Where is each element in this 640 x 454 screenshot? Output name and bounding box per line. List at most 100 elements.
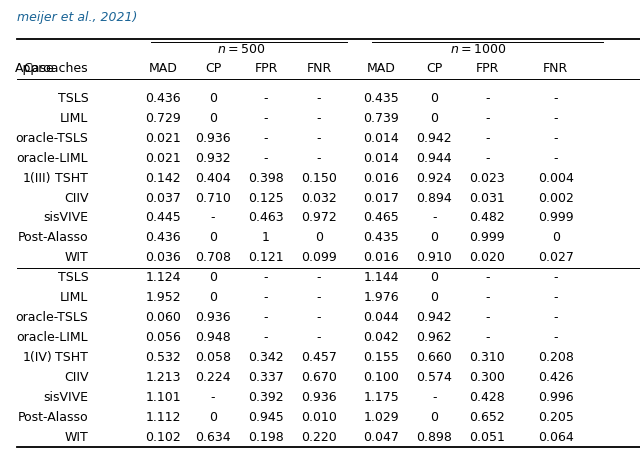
Text: 0.898: 0.898 bbox=[417, 431, 452, 444]
Text: 0.044: 0.044 bbox=[364, 311, 399, 324]
Text: 0.942: 0.942 bbox=[417, 132, 452, 145]
Text: 0.014: 0.014 bbox=[364, 152, 399, 165]
Text: -: - bbox=[554, 311, 558, 324]
Text: 0.944: 0.944 bbox=[417, 152, 452, 165]
Text: 0.016: 0.016 bbox=[364, 172, 399, 185]
Text: 1: 1 bbox=[262, 232, 270, 244]
Text: -: - bbox=[264, 92, 268, 105]
Text: 0.010: 0.010 bbox=[301, 411, 337, 424]
Text: 0.465: 0.465 bbox=[364, 212, 399, 224]
Text: 0: 0 bbox=[552, 232, 560, 244]
Text: -: - bbox=[485, 92, 490, 105]
Text: -: - bbox=[485, 271, 490, 284]
Text: LIML: LIML bbox=[60, 291, 88, 304]
Text: 0: 0 bbox=[430, 232, 438, 244]
Text: -: - bbox=[317, 291, 321, 304]
Text: 0.100: 0.100 bbox=[364, 371, 399, 384]
Text: 0.634: 0.634 bbox=[195, 431, 231, 444]
Text: $n=500$: $n=500$ bbox=[217, 43, 265, 56]
Text: 0.099: 0.099 bbox=[301, 252, 337, 264]
Text: 0: 0 bbox=[430, 291, 438, 304]
Text: 1.213: 1.213 bbox=[145, 371, 181, 384]
Text: -: - bbox=[317, 132, 321, 145]
Text: -: - bbox=[317, 311, 321, 324]
Text: 0.392: 0.392 bbox=[248, 391, 284, 404]
Text: Post-Alasso: Post-Alasso bbox=[18, 232, 88, 244]
Text: oracle-LIML: oracle-LIML bbox=[17, 331, 88, 344]
Text: 0.208: 0.208 bbox=[538, 351, 574, 364]
Text: oracle-TSLS: oracle-TSLS bbox=[15, 311, 88, 324]
Text: 0.064: 0.064 bbox=[538, 431, 573, 444]
Text: 1.124: 1.124 bbox=[145, 271, 181, 284]
Text: 0.932: 0.932 bbox=[195, 152, 231, 165]
Text: 1.976: 1.976 bbox=[364, 291, 399, 304]
Text: sisVIVE: sisVIVE bbox=[44, 212, 88, 224]
Text: 0.337: 0.337 bbox=[248, 371, 284, 384]
Text: oracle-TSLS: oracle-TSLS bbox=[15, 132, 88, 145]
Text: 0.016: 0.016 bbox=[364, 252, 399, 264]
Text: 0.436: 0.436 bbox=[145, 232, 181, 244]
Text: -: - bbox=[485, 291, 490, 304]
Text: TSHT: TSHT bbox=[56, 172, 88, 185]
Text: -: - bbox=[264, 291, 268, 304]
Text: 0.023: 0.023 bbox=[469, 172, 505, 185]
Text: 0.398: 0.398 bbox=[248, 172, 284, 185]
Text: 0.058: 0.058 bbox=[195, 351, 231, 364]
Text: 0.999: 0.999 bbox=[470, 232, 505, 244]
Text: -: - bbox=[317, 331, 321, 344]
Text: -: - bbox=[485, 152, 490, 165]
Text: oracle-LIML: oracle-LIML bbox=[17, 152, 88, 165]
Text: WIT: WIT bbox=[65, 252, 88, 264]
Text: 0.936: 0.936 bbox=[195, 132, 231, 145]
Text: 0.155: 0.155 bbox=[364, 351, 399, 364]
Text: -: - bbox=[554, 271, 558, 284]
Text: FPR: FPR bbox=[254, 62, 278, 75]
Text: 0.457: 0.457 bbox=[301, 351, 337, 364]
Text: WIT: WIT bbox=[65, 431, 88, 444]
Text: LIML: LIML bbox=[60, 112, 88, 125]
Text: 0: 0 bbox=[209, 291, 217, 304]
Text: 0.428: 0.428 bbox=[469, 391, 505, 404]
Text: -: - bbox=[485, 132, 490, 145]
Text: 1(III): 1(III) bbox=[23, 172, 51, 185]
Text: MAD: MAD bbox=[367, 62, 396, 75]
Text: -: - bbox=[554, 132, 558, 145]
Text: 0.670: 0.670 bbox=[301, 371, 337, 384]
Text: 0.463: 0.463 bbox=[248, 212, 284, 224]
Text: 0.027: 0.027 bbox=[538, 252, 574, 264]
Text: 0.037: 0.037 bbox=[145, 192, 181, 205]
Text: 0.020: 0.020 bbox=[469, 252, 505, 264]
Text: 0: 0 bbox=[209, 271, 217, 284]
Text: 0.300: 0.300 bbox=[469, 371, 505, 384]
Text: 0.435: 0.435 bbox=[364, 92, 399, 105]
Text: 0: 0 bbox=[430, 271, 438, 284]
Text: 0.042: 0.042 bbox=[364, 331, 399, 344]
Text: 0.047: 0.047 bbox=[364, 431, 399, 444]
Text: Approaches: Approaches bbox=[15, 62, 88, 75]
Text: 0.426: 0.426 bbox=[538, 371, 573, 384]
Text: -: - bbox=[485, 112, 490, 125]
Text: -: - bbox=[554, 331, 558, 344]
Text: -: - bbox=[554, 152, 558, 165]
Text: 0: 0 bbox=[430, 92, 438, 105]
Text: TSHT: TSHT bbox=[56, 351, 88, 364]
Text: -: - bbox=[211, 391, 215, 404]
Text: 0.036: 0.036 bbox=[145, 252, 181, 264]
Text: 0.125: 0.125 bbox=[248, 192, 284, 205]
Text: 0.102: 0.102 bbox=[145, 431, 181, 444]
Text: 0.198: 0.198 bbox=[248, 431, 284, 444]
Text: -: - bbox=[317, 152, 321, 165]
Text: -: - bbox=[485, 331, 490, 344]
Text: 0.945: 0.945 bbox=[248, 411, 284, 424]
Text: TSLS: TSLS bbox=[58, 271, 88, 284]
Text: -: - bbox=[264, 331, 268, 344]
Text: -: - bbox=[264, 311, 268, 324]
Text: 0.031: 0.031 bbox=[469, 192, 505, 205]
Text: -: - bbox=[211, 212, 215, 224]
Text: TSLS: TSLS bbox=[58, 92, 88, 105]
Text: 0.532: 0.532 bbox=[145, 351, 181, 364]
Text: 1.112: 1.112 bbox=[145, 411, 181, 424]
Text: 0.002: 0.002 bbox=[538, 192, 574, 205]
Text: 0: 0 bbox=[430, 112, 438, 125]
Text: 1(IV): 1(IV) bbox=[23, 351, 52, 364]
